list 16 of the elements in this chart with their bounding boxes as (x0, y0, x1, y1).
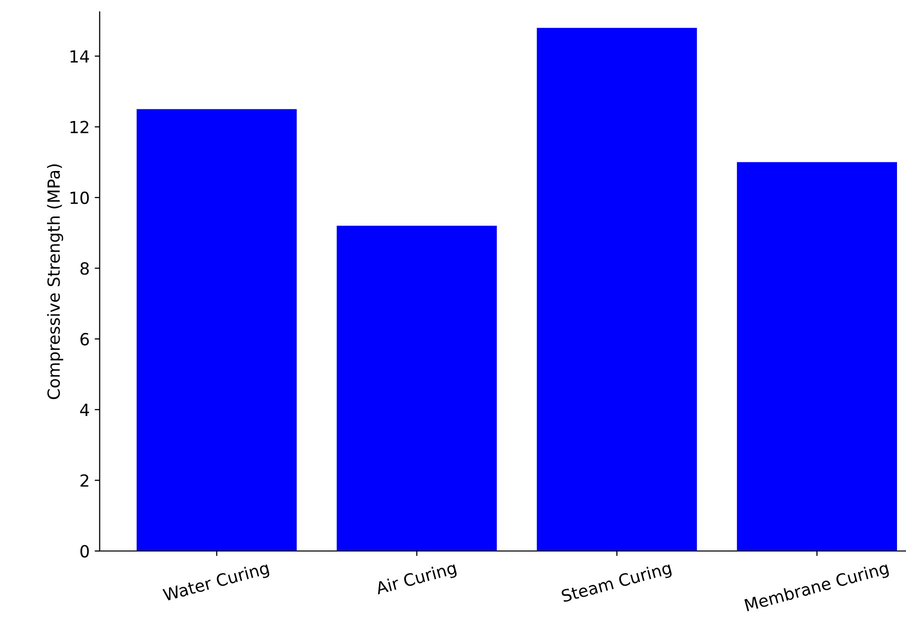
x-tick-label: Water Curing (162, 561, 270, 604)
bar (136, 109, 297, 552)
bar (336, 226, 497, 552)
y-tick-label: 6 (80, 332, 89, 346)
y-tick-label: 0 (80, 544, 89, 558)
y-tick-label: 14 (70, 50, 90, 62)
y-tick-label: 2 (80, 474, 88, 487)
y-tick-label: 8 (80, 262, 89, 275)
x-tick-label: Air Curing (374, 561, 458, 598)
bar (736, 162, 897, 552)
y-tick-label: 4 (80, 404, 90, 416)
y-tick-label: 10 (70, 191, 89, 204)
y-axis-title: Compressive Strength (MPa) (47, 164, 64, 400)
y-tick-label: 12 (70, 120, 88, 134)
x-tick-label: Steam Curing (560, 561, 673, 606)
bar (536, 28, 697, 552)
